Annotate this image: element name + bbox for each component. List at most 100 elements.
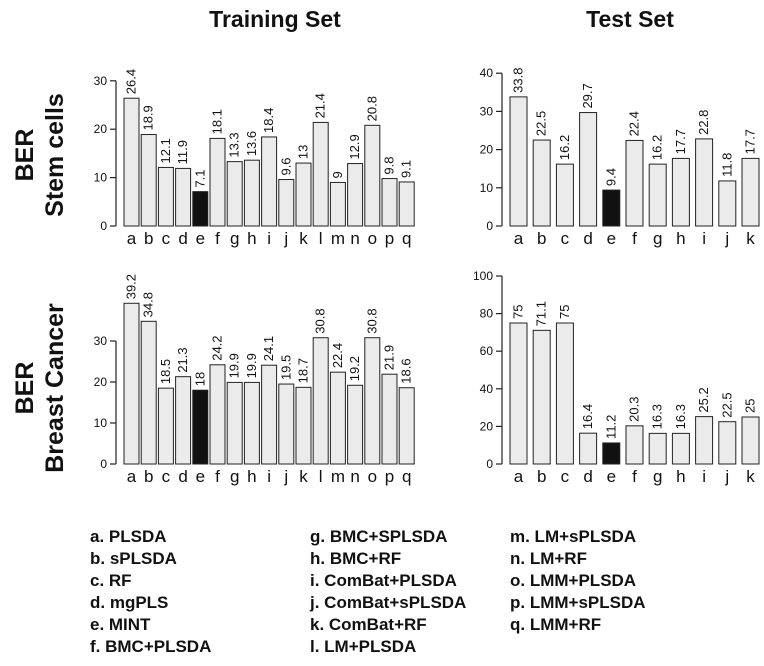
legend-column-1: a. PLSDA b. sPLSDA c. RF d. mgPLS e. MIN…: [90, 526, 211, 658]
data-label: 18.5: [158, 359, 173, 384]
y-tick-label: 0: [486, 457, 493, 471]
data-label: 22.4: [627, 111, 642, 136]
bar-b: [140, 320, 157, 465]
x-tick-label: f: [632, 467, 637, 486]
bar-d: [175, 376, 192, 465]
data-label: 13: [296, 145, 311, 159]
data-label: 20.3: [627, 397, 642, 422]
x-tick-label: c: [561, 229, 570, 248]
data-label: 13.3: [227, 132, 242, 157]
y-tick-label: 10: [94, 416, 108, 430]
data-label: 18.9: [141, 105, 156, 130]
bar-c: [157, 166, 174, 227]
data-label: 9.1: [399, 160, 414, 178]
y-tick-label: 30: [94, 334, 108, 348]
x-tick-label: q: [402, 229, 411, 248]
data-label: 24.2: [210, 335, 225, 360]
bar-j: [718, 421, 737, 465]
data-label: 16.4: [580, 404, 595, 429]
y-tick-label: 0: [100, 457, 107, 471]
bar-p: [381, 178, 398, 227]
x-tick-label: i: [702, 467, 706, 486]
x-tick-label: h: [247, 229, 256, 248]
bar-e: [192, 191, 209, 227]
data-label: 7.1: [192, 170, 207, 188]
bar-f: [625, 139, 644, 227]
data-label: 26.4: [124, 69, 139, 94]
legend-item: h. BMC+RF: [310, 549, 402, 568]
x-tick-label: l: [319, 467, 323, 486]
legend-item: i. ComBat+PLSDA: [310, 571, 457, 590]
bar-l: [312, 337, 329, 465]
x-tick-label: m: [331, 467, 345, 486]
data-label: 11.8: [719, 153, 734, 177]
data-label: 9.8: [382, 156, 397, 174]
x-tick-label: e: [196, 229, 205, 248]
x-tick-label: q: [402, 467, 411, 486]
x-tick-label: k: [299, 467, 308, 486]
x-tick-label: f: [632, 229, 637, 248]
x-tick-label: b: [537, 229, 546, 248]
y-tick-label: 20: [94, 375, 108, 389]
bar-f: [209, 364, 226, 465]
bar-k: [741, 416, 760, 465]
x-tick-label: e: [607, 467, 616, 486]
x-tick-label: d: [583, 229, 592, 248]
bar-g: [226, 161, 243, 227]
bar-j: [718, 180, 737, 227]
x-tick-label: a: [127, 467, 137, 486]
x-tick-label: g: [653, 467, 662, 486]
data-label: 18: [192, 372, 207, 386]
data-label: 22.5: [534, 111, 549, 136]
y-tick-label: 0: [100, 219, 107, 233]
data-label: 16.3: [673, 404, 688, 429]
x-tick-label: k: [746, 229, 755, 248]
x-tick-label: o: [368, 229, 377, 248]
y-tick-label: 30: [94, 74, 108, 88]
x-tick-label: c: [162, 467, 171, 486]
bar-g: [648, 432, 667, 465]
x-tick-label: e: [607, 229, 616, 248]
x-tick-label: o: [368, 467, 377, 486]
legend-item: q. LMM+RF: [510, 615, 602, 634]
bar-h: [243, 381, 260, 465]
x-tick-label: n: [350, 467, 359, 486]
data-label: 71.1: [534, 301, 549, 326]
data-label: 13.6: [244, 131, 259, 156]
data-label: 30.8: [313, 308, 328, 333]
bar-h: [671, 432, 690, 465]
data-label: 21.4: [313, 93, 328, 118]
x-tick-label: d: [583, 467, 592, 486]
bar-k: [295, 162, 312, 227]
bar-o: [364, 337, 381, 465]
legend-item: f. BMC+PLSDA: [90, 637, 212, 656]
bar-k: [295, 386, 312, 465]
data-label: 18.7: [296, 358, 311, 383]
bar-e: [192, 389, 209, 465]
y-tick-label: 40: [480, 382, 494, 396]
data-label: 18.6: [399, 358, 414, 383]
bar-m: [329, 371, 346, 465]
y-tick-label: 10: [480, 181, 494, 195]
x-tick-label: i: [267, 467, 271, 486]
bar-q: [398, 181, 415, 227]
x-tick-label: f: [215, 467, 220, 486]
y-tick-label: 20: [480, 143, 494, 157]
bar-b: [532, 329, 551, 465]
data-label: 11.9: [175, 140, 190, 164]
x-tick-label: h: [676, 229, 685, 248]
legend-item: p. LMM+sPLSDA: [510, 593, 646, 612]
bar-g: [648, 163, 667, 227]
x-tick-label: g: [653, 229, 662, 248]
data-label: 30.8: [364, 308, 379, 333]
bar-c: [157, 387, 174, 465]
data-label: 33.8: [511, 68, 526, 93]
bar-c: [555, 322, 574, 465]
method-legend: a. PLSDA b. sPLSDA c. RF d. mgPLS e. MIN…: [90, 526, 730, 666]
bar-e: [602, 189, 621, 227]
x-tick-label: m: [331, 229, 345, 248]
y-tick-label: 20: [94, 122, 108, 136]
bar-q: [398, 387, 415, 465]
bar-i: [261, 364, 278, 465]
x-tick-label: a: [514, 467, 524, 486]
